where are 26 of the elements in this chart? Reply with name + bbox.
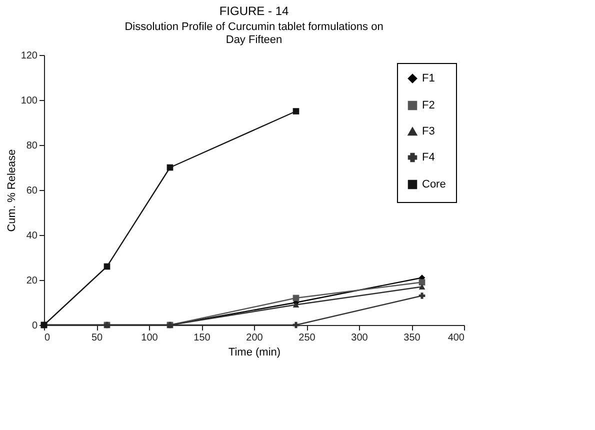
x-tick-label: 50 — [91, 332, 103, 344]
text: Day Fifteen — [226, 34, 282, 46]
x-axis-title: Time (min) — [228, 346, 281, 358]
y-tick-label: 40 — [26, 230, 38, 242]
legend-label: F2 — [422, 100, 435, 112]
legend-label: F4 — [422, 152, 435, 164]
y-tick-label: 20 — [26, 276, 38, 286]
x-tick-label: 200 — [246, 332, 264, 344]
legend-label: Core — [422, 178, 446, 190]
legend-label: F3 — [422, 126, 435, 138]
x-tick-label: 350 — [404, 332, 421, 344]
x-tick-label: 0 — [44, 332, 50, 344]
x-tick-label: 250 — [298, 332, 316, 344]
x-tick-label: 400 — [448, 332, 465, 344]
y-tick-label: 80 — [26, 140, 38, 152]
chart-title: FIGURE - 14 — [219, 4, 289, 18]
y-tick-label: 0 — [32, 320, 38, 332]
legend-label: F1 — [422, 72, 435, 84]
y-axis-title: Cum. % Release — [6, 149, 18, 232]
y-tick-label: 120 — [20, 50, 38, 62]
x-tick-label: 300 — [351, 332, 368, 344]
y-tick-label: 60 — [26, 186, 38, 196]
x-tick-label: 150 — [194, 332, 211, 344]
x-tick-label: 100 — [141, 332, 158, 344]
y-tick-label: 100 — [20, 96, 38, 106]
text: Dissolution Profile of Curcumin tablet formulations on — [124, 21, 384, 33]
